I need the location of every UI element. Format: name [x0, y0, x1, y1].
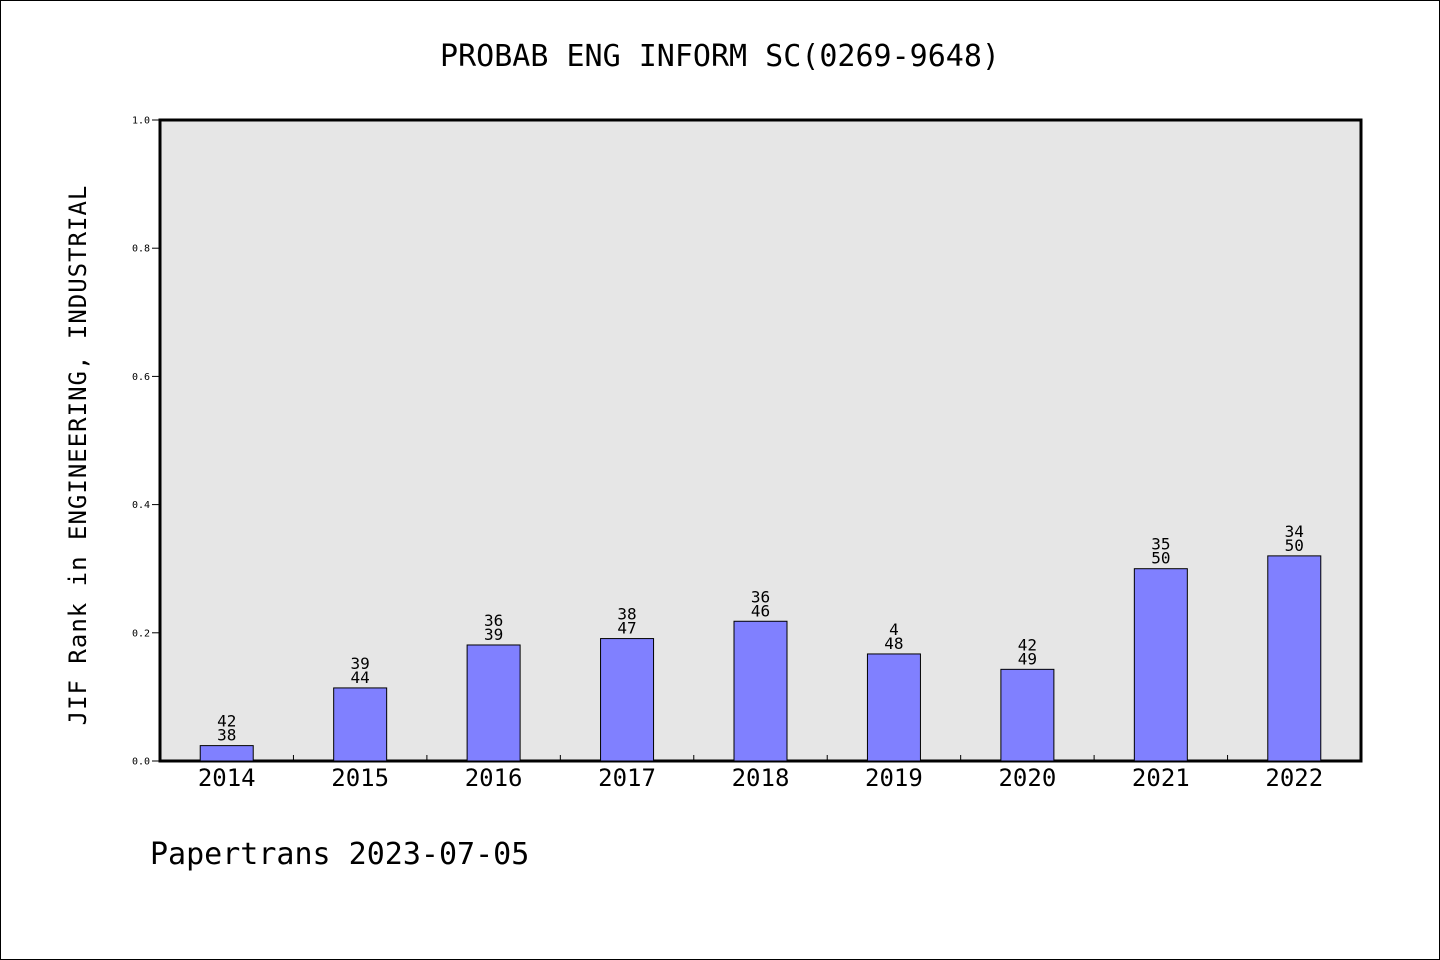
x-tick-label: 2020 — [998, 764, 1056, 792]
data-label-top: 42 — [217, 712, 236, 731]
x-tick-label: 2017 — [598, 764, 656, 792]
x-tick-label: 2015 — [331, 764, 389, 792]
bar — [1133, 568, 1188, 762]
bar-series — [199, 555, 1322, 762]
axis-ticks: 0.0 0.2 0.4 0.6 0.8 1.0 2014 2015 2016 2017 2018 20… — [132, 116, 1323, 793]
x-tick-label: 2022 — [1265, 764, 1323, 792]
data-label-bottom: 50 — [1285, 536, 1304, 555]
bar — [199, 745, 254, 762]
data-label-top: 4 — [889, 620, 899, 639]
bar — [733, 620, 788, 762]
x-tick-label: 2021 — [1132, 764, 1190, 792]
y-tick-label: 0.2 — [132, 628, 150, 639]
data-label-top: 36 — [484, 611, 503, 630]
y-tick-label: 1.0 — [132, 116, 150, 127]
bar — [1267, 555, 1322, 762]
footer-credit: Papertrans 2023-07-05 — [150, 837, 529, 872]
data-label-top: 42 — [1018, 635, 1037, 654]
y-tick-label: 0.4 — [132, 500, 150, 511]
data-label-bottom: 44 — [351, 668, 370, 687]
y-tick-label: 0.8 — [132, 244, 150, 255]
x-tick-label: 2016 — [465, 764, 523, 792]
data-label-bottom: 50 — [1151, 549, 1170, 568]
bar — [600, 638, 655, 762]
bar — [333, 687, 388, 762]
data-label-bottom: 38 — [217, 726, 236, 745]
y-tick-label: 0.0 — [132, 757, 150, 768]
data-label-top: 36 — [751, 587, 770, 606]
x-tick-label: 2019 — [865, 764, 923, 792]
data-label-top: 39 — [351, 654, 370, 673]
data-label-top: 38 — [617, 605, 636, 624]
x-tick-label: 2018 — [732, 764, 790, 792]
y-tick-label: 0.6 — [132, 372, 150, 383]
bar — [866, 653, 921, 762]
data-label-top: 35 — [1151, 535, 1170, 554]
y-axis-label: JIF Rank in ENGINEERING, INDUSTRIAL — [64, 185, 92, 726]
bar — [1000, 668, 1055, 762]
data-label-bottom: 48 — [884, 634, 903, 653]
chart-title: PROBAB ENG INFORM SC(0269-9648) — [440, 39, 1000, 74]
data-label-bottom: 49 — [1018, 649, 1037, 668]
x-tick-label: 2014 — [198, 764, 256, 792]
bar — [466, 644, 521, 762]
data-label-bottom: 47 — [617, 619, 636, 638]
data-label-bottom: 39 — [484, 625, 503, 644]
data-label-bottom: 46 — [751, 601, 770, 620]
data-label-top: 34 — [1285, 522, 1304, 541]
